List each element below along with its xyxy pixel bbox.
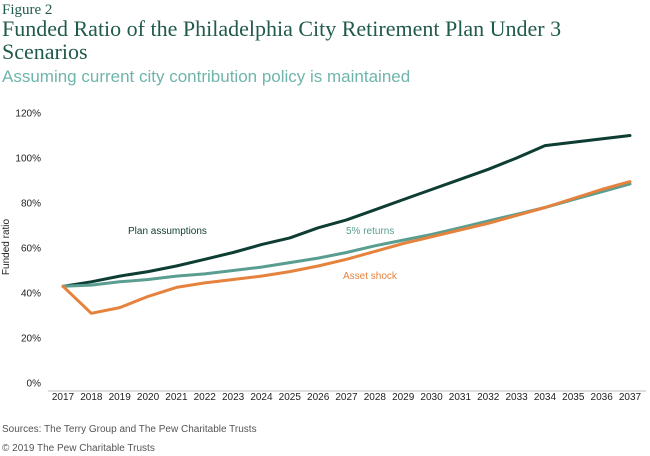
x-tick-label: 2022	[194, 392, 217, 403]
y-axis-ticks: 0% 20% 40% 60% 80% 100% 120%	[15, 109, 41, 390]
series-line-plan-assumptions	[61, 134, 632, 288]
y-tick-label: 20%	[21, 334, 41, 345]
x-tick-label: 2018	[80, 392, 103, 403]
x-tick-label: 2032	[477, 392, 500, 403]
y-tick-label: 60%	[21, 244, 41, 255]
x-tick-label: 2025	[279, 392, 302, 403]
x-tick-label: 2035	[562, 392, 585, 403]
annotation-plan-assumptions: Plan assumptions	[128, 226, 207, 237]
chart-subtitle: Assuming current city contribution polic…	[2, 67, 411, 86]
x-tick-label: 2017	[52, 392, 75, 403]
x-tick-label: 2033	[505, 392, 528, 403]
y-tick-label: 0%	[27, 379, 42, 390]
x-tick-label: 2034	[534, 392, 557, 403]
x-tick-label: 2037	[619, 392, 642, 403]
x-tick-label: 2021	[165, 392, 188, 403]
line-chart: Funded ratio 0% 20% 40% 60% 80% 100% 120% 2017…	[1, 109, 646, 403]
figure-label: Figure 2	[2, 2, 53, 18]
series-lines	[61, 134, 632, 315]
x-axis-ticks: 2017 2018 2019 2020 2021 2022 2023 2024 2025 2026…	[52, 392, 642, 403]
y-tick-label: 120%	[15, 109, 41, 120]
source-note: Sources: The Terry Group and The Pew Cha…	[2, 424, 257, 435]
y-axis-title: Funded ratio	[1, 218, 12, 275]
x-tick-label: 2019	[109, 392, 132, 403]
x-tick-label: 2024	[250, 392, 273, 403]
x-tick-label: 2020	[137, 392, 160, 403]
y-axis-title-group: Funded ratio	[1, 218, 12, 275]
copyright-note: © 2019 The Pew Charitable Trusts	[2, 443, 155, 454]
y-tick-label: 100%	[15, 154, 41, 165]
x-tick-label: 2030	[420, 392, 443, 403]
x-tick-label: 2023	[222, 392, 245, 403]
series-annotations: Plan assumptions 5% returns Asset shock	[128, 226, 398, 282]
x-tick-label: 2029	[392, 392, 415, 403]
y-tick-label: 40%	[21, 289, 41, 300]
series-line-asset-shock	[61, 180, 632, 315]
x-tick-label: 2026	[307, 392, 330, 403]
annotation-asset-shock: Asset shock	[343, 271, 398, 282]
x-tick-label: 2036	[591, 392, 614, 403]
annotation-5pct-returns: 5% returns	[346, 226, 394, 237]
x-tick-label: 2031	[449, 392, 472, 403]
x-tick-label: 2027	[335, 392, 358, 403]
x-tick-label: 2028	[364, 392, 387, 403]
y-tick-label: 80%	[21, 199, 41, 210]
chart-title: Funded Ratio of the Philadelphia City Re…	[2, 16, 562, 64]
